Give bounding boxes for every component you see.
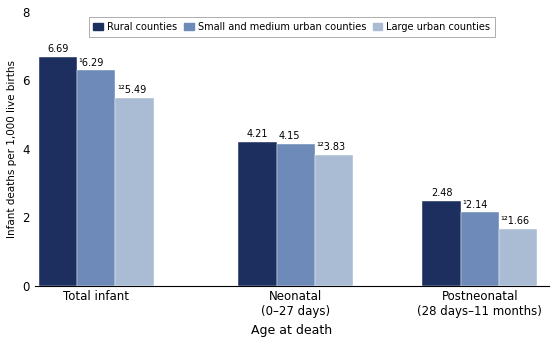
Bar bbox=[77, 71, 115, 286]
Bar bbox=[115, 98, 154, 286]
Text: ¹²1.66: ¹²1.66 bbox=[501, 216, 530, 226]
Legend: Rural counties, Small and medium urban counties, Large urban counties: Rural counties, Small and medium urban c… bbox=[88, 17, 495, 36]
Text: 2.48: 2.48 bbox=[431, 189, 452, 198]
Bar bbox=[277, 144, 315, 286]
Text: ¹6.29: ¹6.29 bbox=[78, 58, 104, 68]
Text: 4.15: 4.15 bbox=[278, 131, 300, 141]
Text: 6.69: 6.69 bbox=[47, 44, 68, 54]
Text: ¹²3.83: ¹²3.83 bbox=[316, 142, 346, 152]
Y-axis label: Infant deaths per 1,000 live births: Infant deaths per 1,000 live births bbox=[7, 60, 17, 238]
Bar bbox=[315, 154, 353, 286]
Text: ¹2.14: ¹2.14 bbox=[462, 200, 488, 210]
Bar bbox=[39, 57, 77, 286]
X-axis label: Age at death: Age at death bbox=[251, 324, 333, 337]
Bar bbox=[461, 213, 499, 286]
Text: 4.21: 4.21 bbox=[246, 129, 268, 139]
Bar bbox=[238, 142, 277, 286]
Bar bbox=[422, 201, 461, 286]
Bar bbox=[499, 229, 538, 286]
Text: ¹²5.49: ¹²5.49 bbox=[117, 85, 146, 95]
